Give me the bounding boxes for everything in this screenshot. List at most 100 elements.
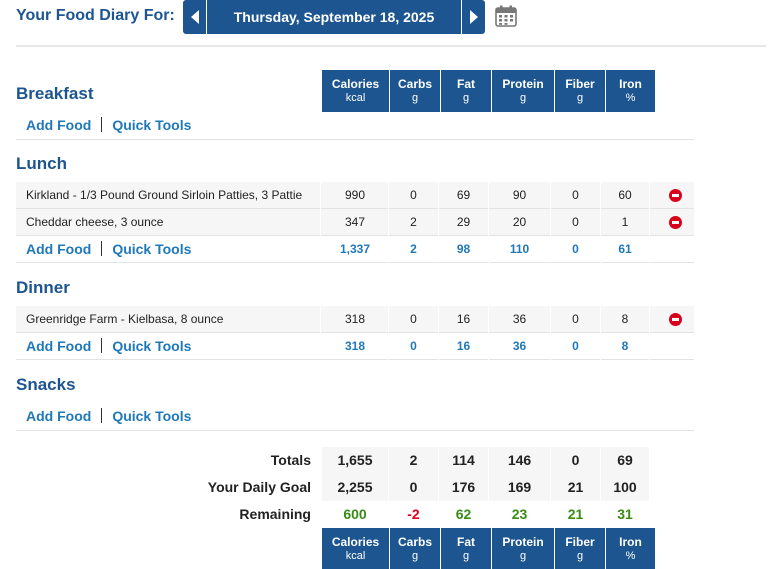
carbs-goal: 0 (389, 474, 439, 501)
calories-value: 347 (322, 209, 389, 236)
food-row[interactable]: Cheddar cheese, 3 ounce 347 2 29 20 0 1 (16, 209, 694, 236)
carbs-value: 0 (389, 182, 439, 209)
protein-goal: 169 (489, 474, 551, 501)
delete-icon[interactable] (669, 313, 682, 326)
totals-label: Totals (270, 452, 311, 468)
food-row[interactable]: Kirkland - 1/3 Pound Ground Sirloin Patt… (16, 182, 694, 209)
fiber-value: 0 (551, 182, 601, 209)
col-carbs: Carbs g (390, 70, 440, 112)
food-name[interactable]: Greenridge Farm - Kielbasa, 8 ounce (16, 306, 321, 333)
iron-goal: 100 (601, 474, 650, 501)
calendar-icon[interactable] (494, 4, 518, 28)
column-headers-bottom: Calories kcal Carbs g Fat g Protein g Fiber g… (322, 528, 656, 569)
column-headers-top: Calories kcal Carbs g Fat g Protein g Fiber g… (322, 70, 656, 112)
col-calories: Calories kcal (322, 70, 389, 112)
quick-tools-link[interactable]: Quick Tools (112, 117, 192, 133)
fat-goal: 176 (439, 474, 489, 501)
iron-value: 1 (601, 209, 650, 236)
carbs-total: 2 (389, 447, 439, 474)
fiber-value: 0 (551, 306, 601, 333)
arrow-right-icon (469, 10, 478, 24)
col-carbs: Carbs g (390, 528, 440, 569)
calories-total: 1,337 (322, 236, 389, 263)
calories-total: 1,655 (322, 447, 389, 474)
col-iron: Iron% (606, 528, 655, 569)
food-name[interactable]: Kirkland - 1/3 Pound Ground Sirloin Patt… (16, 182, 321, 209)
previous-day-button[interactable] (183, 0, 207, 34)
fat-value: 29 (439, 209, 489, 236)
calories-value: 318 (322, 306, 389, 333)
fiber-total: 0 (551, 333, 601, 360)
iron-total: 61 (601, 236, 650, 263)
quick-tools-link[interactable]: Quick Tools (112, 408, 192, 424)
col-fiber: Fiber g (555, 70, 605, 112)
col-calories: Calories kcal (322, 528, 389, 569)
meal-heading-snacks: Snacks (16, 375, 76, 394)
meal-heading-lunch: Lunch (16, 154, 67, 173)
carbs-total: 0 (389, 333, 439, 360)
divider (16, 139, 694, 140)
diary-title: Your Food Diary For: (16, 7, 175, 24)
iron-total: 8 (601, 333, 650, 360)
meal-heading-dinner: Dinner (16, 278, 70, 297)
fiber-total: 0 (551, 447, 601, 474)
calories-total: 318 (322, 333, 389, 360)
iron-value: 8 (601, 306, 650, 333)
protein-value: 36 (489, 306, 551, 333)
calories-goal: 2,255 (322, 474, 389, 501)
link-separator (101, 338, 103, 353)
delete-icon[interactable] (669, 189, 682, 202)
header-divider (16, 45, 766, 47)
fiber-value: 0 (551, 209, 601, 236)
calories-value: 990 (322, 182, 389, 209)
carbs-value: 2 (389, 209, 439, 236)
fat-value: 69 (439, 182, 489, 209)
daily-goal-row: Your Daily Goal 2,255 0 176 169 21 100 (16, 474, 657, 501)
totals-row: Totals 1,655 2 114 146 0 69 (16, 447, 657, 474)
date-navigator: Thursday, September 18, 2025 (183, 0, 485, 34)
carbs-remaining: -2 (389, 501, 439, 528)
snacks-actions: Add Food Quick Tools (26, 403, 191, 430)
col-fat: Fat g (441, 528, 491, 569)
food-row[interactable]: Greenridge Farm - Kielbasa, 8 ounce 318 … (16, 306, 694, 333)
fat-value: 16 (439, 306, 489, 333)
calories-remaining: 600 (322, 501, 389, 528)
col-protein: Protein g (492, 70, 554, 112)
iron-value: 60 (601, 182, 650, 209)
add-food-link[interactable]: Add Food (26, 408, 92, 424)
protein-total: 36 (489, 333, 551, 360)
quick-tools-link[interactable]: Quick Tools (112, 241, 192, 257)
iron-total: 69 (601, 447, 650, 474)
col-fat: Fat g (441, 70, 491, 112)
fiber-remaining: 21 (551, 501, 601, 528)
add-food-link[interactable]: Add Food (26, 338, 92, 354)
protein-total: 110 (489, 236, 551, 263)
fat-total: 98 (439, 236, 489, 263)
add-food-link[interactable]: Add Food (26, 117, 92, 133)
col-protein: Protein g (492, 528, 554, 569)
protein-value: 20 (489, 209, 551, 236)
protein-total: 146 (489, 447, 551, 474)
diary-header: Your Food Diary For: Thursday, September… (16, 0, 772, 34)
meal-heading-breakfast: Breakfast (16, 84, 94, 103)
carbs-value: 0 (389, 306, 439, 333)
protein-remaining: 23 (489, 501, 551, 528)
meal-total-row-lunch: Add Food Quick Tools 1,337 2 98 110 0 61 (16, 236, 694, 263)
fiber-total: 0 (551, 236, 601, 263)
add-food-link[interactable]: Add Food (26, 241, 92, 257)
arrow-left-icon (190, 10, 199, 24)
meal-total-row-dinner: Add Food Quick Tools 318 0 16 36 0 8 (16, 333, 694, 360)
next-day-button[interactable] (461, 0, 485, 34)
food-name[interactable]: Cheddar cheese, 3 ounce (16, 209, 321, 236)
breakfast-actions: Add Food Quick Tools (26, 112, 191, 139)
remaining-label: Remaining (239, 506, 311, 522)
quick-tools-link[interactable]: Quick Tools (112, 338, 192, 354)
col-fiber: Fiber g (555, 528, 605, 569)
carbs-total: 2 (389, 236, 439, 263)
dinner-actions: Add Food Quick Tools (26, 333, 191, 360)
fat-total: 114 (439, 447, 489, 474)
remaining-row: Remaining 600 -2 62 23 21 31 (16, 501, 657, 528)
fiber-goal: 21 (551, 474, 601, 501)
current-date: Thursday, September 18, 2025 (233, 9, 435, 25)
delete-icon[interactable] (669, 216, 682, 229)
